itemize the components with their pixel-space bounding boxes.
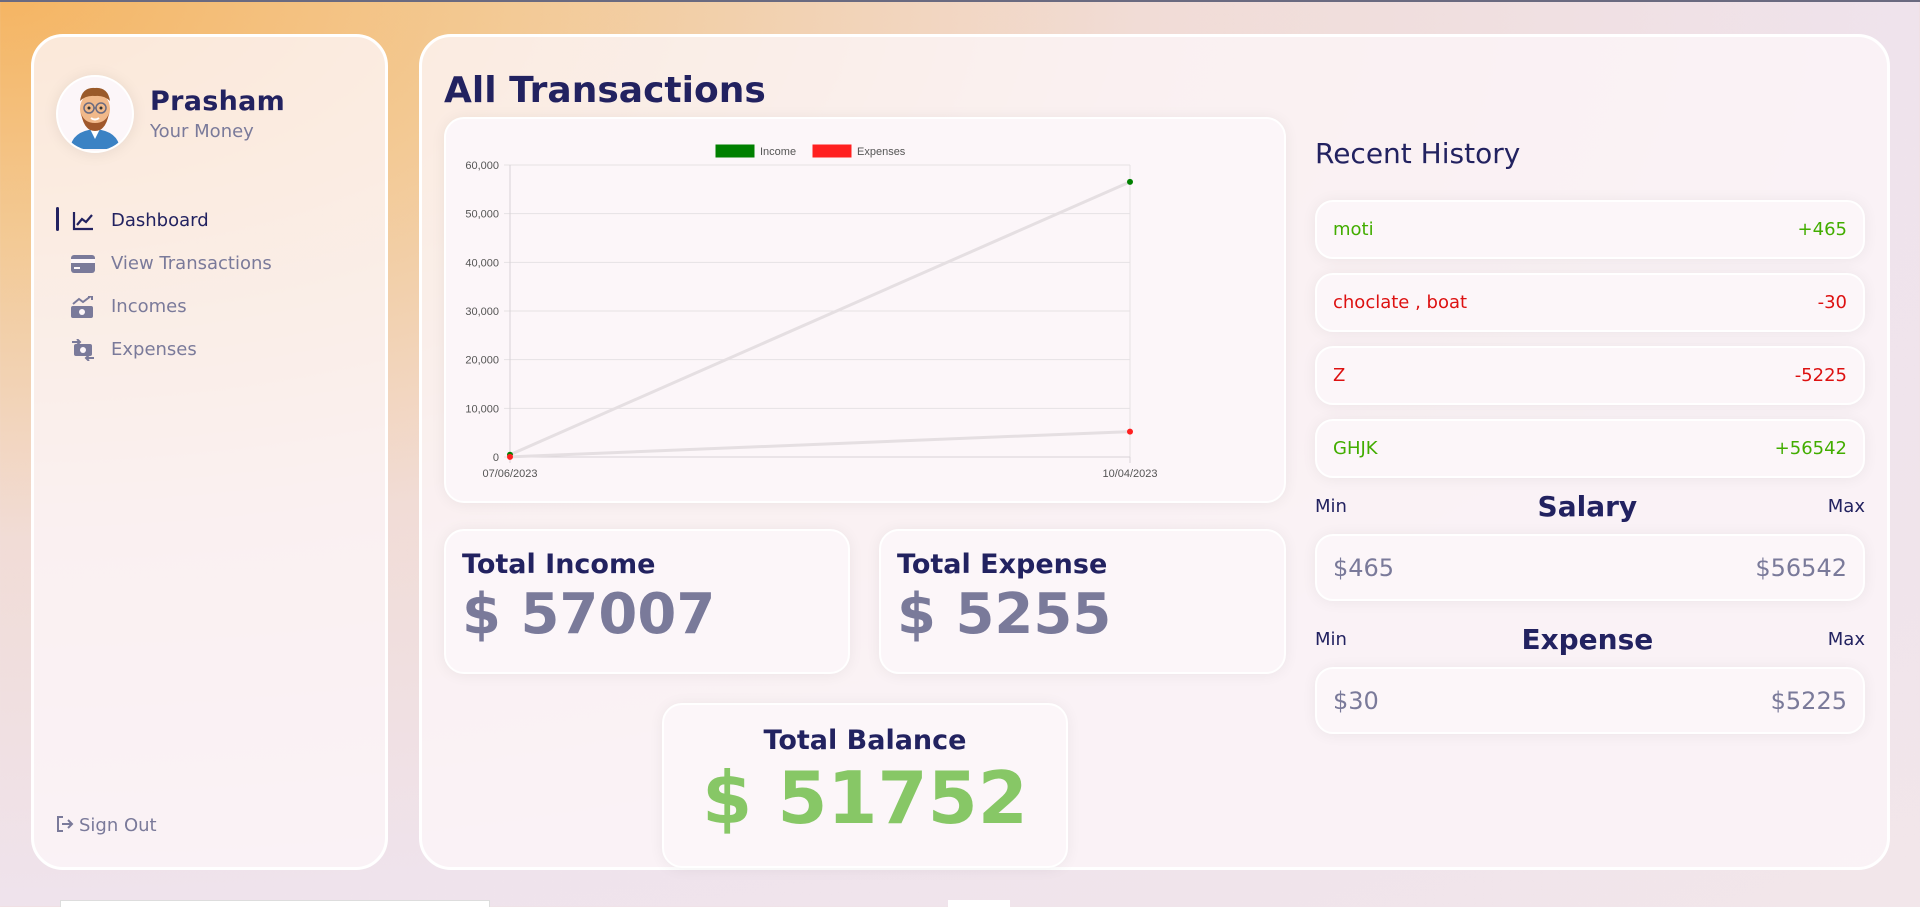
legend-label-expenses: Expenses — [857, 146, 906, 158]
y-tick-label: 40,000 — [465, 257, 499, 269]
salary-min-value: $465 — [1333, 553, 1395, 582]
sidebar-item-view-transactions[interactable]: View Transactions — [56, 242, 356, 285]
total-expense-value: $ 5255 — [897, 582, 1112, 647]
expense-min-value: $30 — [1333, 686, 1379, 715]
history-item-amount: +465 — [1797, 219, 1847, 240]
expense-range-values: $30 $5225 — [1315, 667, 1865, 734]
total-expense-card: Total Expense $ 5255 — [879, 529, 1286, 674]
user-profile: Prasham Your Money — [56, 75, 285, 153]
history-item: moti +465 — [1315, 200, 1865, 259]
avatar — [56, 75, 134, 153]
total-balance-title: Total Balance — [763, 725, 967, 756]
sidebar-item-dashboard[interactable]: Dashboard — [56, 199, 356, 242]
sidebar-item-expenses[interactable]: Expenses — [56, 328, 356, 371]
history-item-name: Z — [1333, 365, 1346, 386]
salary-range-title: Salary — [1537, 489, 1638, 523]
page-title: All Transactions — [444, 70, 766, 111]
sign-out-label: Sign Out — [79, 815, 157, 836]
user-subtitle: Your Money — [150, 121, 254, 142]
x-tick-label: 07/06/2023 — [482, 468, 537, 480]
history-item-name: moti — [1333, 219, 1374, 240]
transactions-chart-card: 0 10,000 20,000 30,000 40,000 50,000 60,000 07/… — [444, 117, 1286, 503]
y-tick-label: 50,000 — [465, 209, 499, 221]
salary-range-values: $465 $56542 — [1315, 534, 1865, 601]
total-expense-title: Total Expense — [897, 549, 1108, 580]
history-item-name: GHJK — [1333, 438, 1378, 459]
expense-max-value: $5225 — [1770, 686, 1847, 715]
total-balance-card: Total Balance $ 51752 — [662, 703, 1068, 868]
sidebar-nav: Dashboard View Transactions Incomes Expe… — [56, 199, 356, 371]
salary-range: Min Salary Max $465 $56542 — [1315, 488, 1865, 601]
recent-history-title: Recent History — [1315, 137, 1521, 170]
total-income-card: Total Income $ 57007 — [444, 529, 850, 674]
data-point-expenses — [1127, 428, 1133, 435]
recent-history-panel: Recent History moti +465 choclate , boat… — [1315, 133, 1865, 734]
sidebar-item-label: Incomes — [111, 296, 187, 317]
sign-out-icon — [56, 815, 74, 836]
series-line-income — [509, 180, 1131, 457]
salary-min-label: Min — [1315, 495, 1347, 517]
sidebar-item-label: Dashboard — [111, 210, 209, 231]
legend-label-income: Income — [760, 146, 796, 158]
money-exchange-icon — [70, 338, 96, 361]
y-tick-label: 60,000 — [465, 160, 499, 172]
top-divider — [0, 0, 1920, 2]
history-item: Z -5225 — [1315, 346, 1865, 405]
line-chart-icon — [70, 210, 96, 232]
history-item-amount: +56542 — [1774, 438, 1847, 459]
history-item-amount: -30 — [1817, 292, 1847, 313]
sidebar-item-incomes[interactable]: Incomes — [56, 285, 356, 328]
expense-range-title: Expense — [1521, 622, 1654, 656]
sidebar-item-label: Expenses — [111, 339, 197, 360]
y-tick-label: 10,000 — [465, 403, 499, 415]
salary-max-label: Max — [1827, 495, 1865, 517]
sidebar: Prasham Your Money Dashboard View Transa… — [31, 34, 388, 870]
series-line-expenses — [509, 430, 1131, 459]
credit-card-icon — [70, 253, 96, 275]
recent-history-list: moti +465 choclate , boat -30 Z -5225 GH… — [1315, 200, 1865, 478]
total-balance-value: $ 51752 — [702, 756, 1028, 840]
y-tick-label: 20,000 — [465, 355, 499, 367]
bottom-input-strip — [60, 900, 490, 907]
sign-out-button[interactable]: Sign Out — [56, 815, 157, 836]
y-tick-label: 30,000 — [465, 306, 499, 318]
x-tick-label: 10/04/2023 — [1102, 468, 1157, 480]
y-tick-label: 0 — [493, 452, 499, 464]
history-item: GHJK +56542 — [1315, 419, 1865, 478]
data-point-income — [1127, 178, 1133, 185]
expense-range: Min Expense Max $30 $5225 — [1315, 621, 1865, 734]
data-point-expenses — [507, 453, 513, 460]
salary-max-value: $56542 — [1755, 553, 1847, 582]
total-income-title: Total Income — [462, 549, 656, 580]
total-income-value: $ 57007 — [462, 582, 716, 647]
money-trend-up-icon — [70, 295, 96, 318]
history-item-amount: -5225 — [1794, 365, 1847, 386]
transactions-line-chart: 0 10,000 20,000 30,000 40,000 50,000 60,000 07/… — [465, 144, 1158, 480]
avatar-illustration-icon — [60, 79, 130, 149]
history-item: choclate , boat -30 — [1315, 273, 1865, 332]
main-content: All Transactions 0 10,000 20,000 30,000 40,0… — [419, 34, 1890, 870]
legend-swatch-expenses — [812, 144, 852, 158]
bottom-strip — [948, 900, 1010, 907]
history-item-name: choclate , boat — [1333, 292, 1468, 313]
sidebar-item-label: View Transactions — [111, 253, 272, 274]
expense-max-label: Max — [1827, 628, 1865, 650]
expense-min-label: Min — [1315, 628, 1347, 650]
legend-swatch-income — [715, 144, 755, 158]
user-name: Prasham — [150, 86, 286, 117]
